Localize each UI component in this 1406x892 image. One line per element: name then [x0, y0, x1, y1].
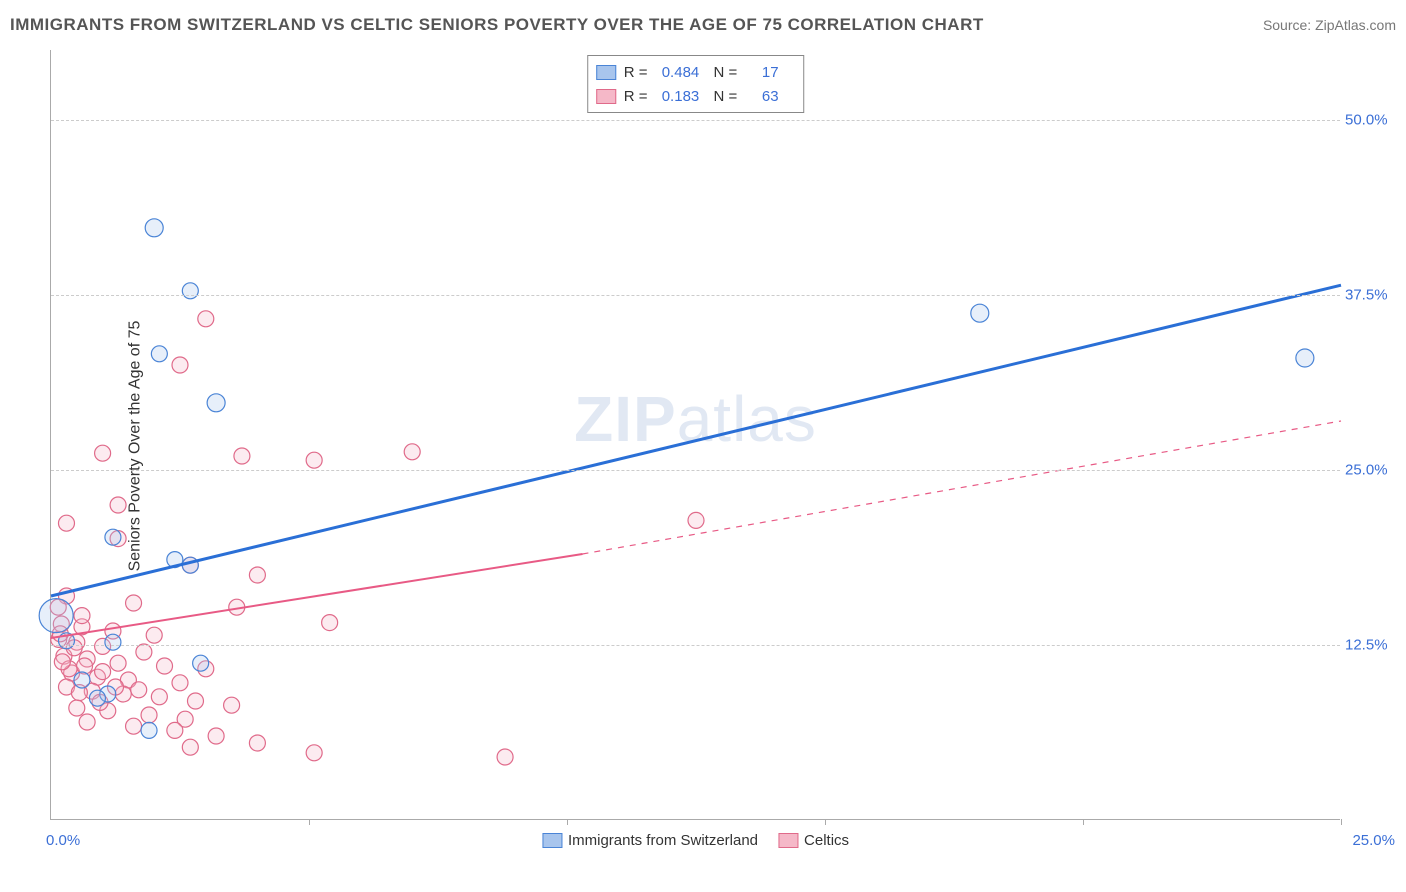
data-point-blue	[105, 634, 121, 650]
n-value-pink: 63	[745, 88, 795, 105]
data-point-pink	[136, 644, 152, 660]
gridline-h	[51, 120, 1340, 121]
trendline-blue	[51, 285, 1341, 596]
ytick-label: 37.5%	[1345, 287, 1405, 304]
xtick-mark	[1341, 819, 1342, 825]
data-point-pink	[198, 311, 214, 327]
data-point-pink	[208, 728, 224, 744]
source-attribution: Source: ZipAtlas.com	[1263, 17, 1396, 33]
xtick-label-left: 0.0%	[46, 832, 80, 849]
data-point-pink	[167, 722, 183, 738]
data-point-pink	[126, 595, 142, 611]
data-point-pink	[54, 654, 70, 670]
data-point-blue	[1296, 349, 1314, 367]
series-legend: Immigrants from Switzerland Celtics	[542, 832, 849, 849]
ytick-label: 50.0%	[1345, 112, 1405, 129]
xtick-mark	[567, 819, 568, 825]
xtick-mark	[825, 819, 826, 825]
xtick-mark	[1083, 819, 1084, 825]
data-point-pink	[404, 444, 420, 460]
n-label: N =	[714, 64, 738, 81]
n-value-blue: 17	[745, 64, 795, 81]
data-point-pink	[141, 707, 157, 723]
data-point-pink	[322, 615, 338, 631]
data-point-pink	[187, 693, 203, 709]
data-point-pink	[249, 567, 265, 583]
correlation-row-pink: R = 0.183 N = 63	[596, 84, 796, 108]
legend-item-blue: Immigrants from Switzerland	[542, 832, 758, 849]
data-point-pink	[172, 675, 188, 691]
data-point-blue	[105, 529, 121, 545]
data-point-pink	[95, 664, 111, 680]
data-point-blue	[141, 722, 157, 738]
data-point-blue	[193, 655, 209, 671]
gridline-h	[51, 645, 1340, 646]
data-point-blue	[151, 346, 167, 362]
chart-svg	[51, 50, 1340, 819]
data-point-blue	[89, 690, 105, 706]
data-point-pink	[306, 452, 322, 468]
ytick-label: 12.5%	[1345, 637, 1405, 654]
data-point-blue	[207, 394, 225, 412]
r-label: R =	[624, 64, 648, 81]
data-point-pink	[110, 655, 126, 671]
swatch-pink	[778, 833, 798, 848]
n-label: N =	[714, 88, 738, 105]
source-label: Source:	[1263, 17, 1315, 33]
legend-item-pink: Celtics	[778, 832, 849, 849]
r-label: R =	[624, 88, 648, 105]
data-point-pink	[172, 357, 188, 373]
data-point-pink	[151, 689, 167, 705]
correlation-row-blue: R = 0.484 N = 17	[596, 60, 796, 84]
swatch-blue	[596, 65, 616, 80]
gridline-h	[51, 295, 1340, 296]
data-point-blue	[39, 599, 73, 633]
chart-title: IMMIGRANTS FROM SWITZERLAND VS CELTIC SE…	[10, 15, 984, 35]
data-point-pink	[146, 627, 162, 643]
data-point-pink	[69, 700, 85, 716]
data-point-pink	[126, 718, 142, 734]
data-point-pink	[182, 739, 198, 755]
data-point-pink	[224, 697, 240, 713]
plot-area: ZIPatlas R = 0.484 N = 17 R = 0.183 N = …	[50, 50, 1340, 820]
chart-header: IMMIGRANTS FROM SWITZERLAND VS CELTIC SE…	[10, 10, 1396, 40]
r-value-blue: 0.484	[656, 64, 706, 81]
data-point-pink	[157, 658, 173, 674]
data-point-blue	[182, 283, 198, 299]
data-point-pink	[131, 682, 147, 698]
ytick-label: 25.0%	[1345, 462, 1405, 479]
correlation-legend: R = 0.484 N = 17 R = 0.183 N = 63	[587, 55, 805, 113]
swatch-blue	[542, 833, 562, 848]
data-point-pink	[249, 735, 265, 751]
data-point-pink	[58, 515, 74, 531]
data-point-pink	[79, 714, 95, 730]
data-point-blue	[145, 219, 163, 237]
source-value: ZipAtlas.com	[1315, 17, 1396, 33]
data-point-pink	[110, 497, 126, 513]
gridline-h	[51, 470, 1340, 471]
data-point-pink	[74, 608, 90, 624]
legend-label-pink: Celtics	[804, 832, 849, 849]
r-value-pink: 0.183	[656, 88, 706, 105]
data-point-pink	[77, 658, 93, 674]
data-point-pink	[497, 749, 513, 765]
data-point-pink	[306, 745, 322, 761]
data-point-pink	[688, 512, 704, 528]
xtick-mark	[309, 819, 310, 825]
legend-label-blue: Immigrants from Switzerland	[568, 832, 758, 849]
data-point-pink	[234, 448, 250, 464]
data-point-blue	[971, 304, 989, 322]
data-point-blue	[74, 672, 90, 688]
xtick-label-right: 25.0%	[1352, 832, 1395, 849]
data-point-pink	[95, 445, 111, 461]
swatch-pink	[596, 89, 616, 104]
